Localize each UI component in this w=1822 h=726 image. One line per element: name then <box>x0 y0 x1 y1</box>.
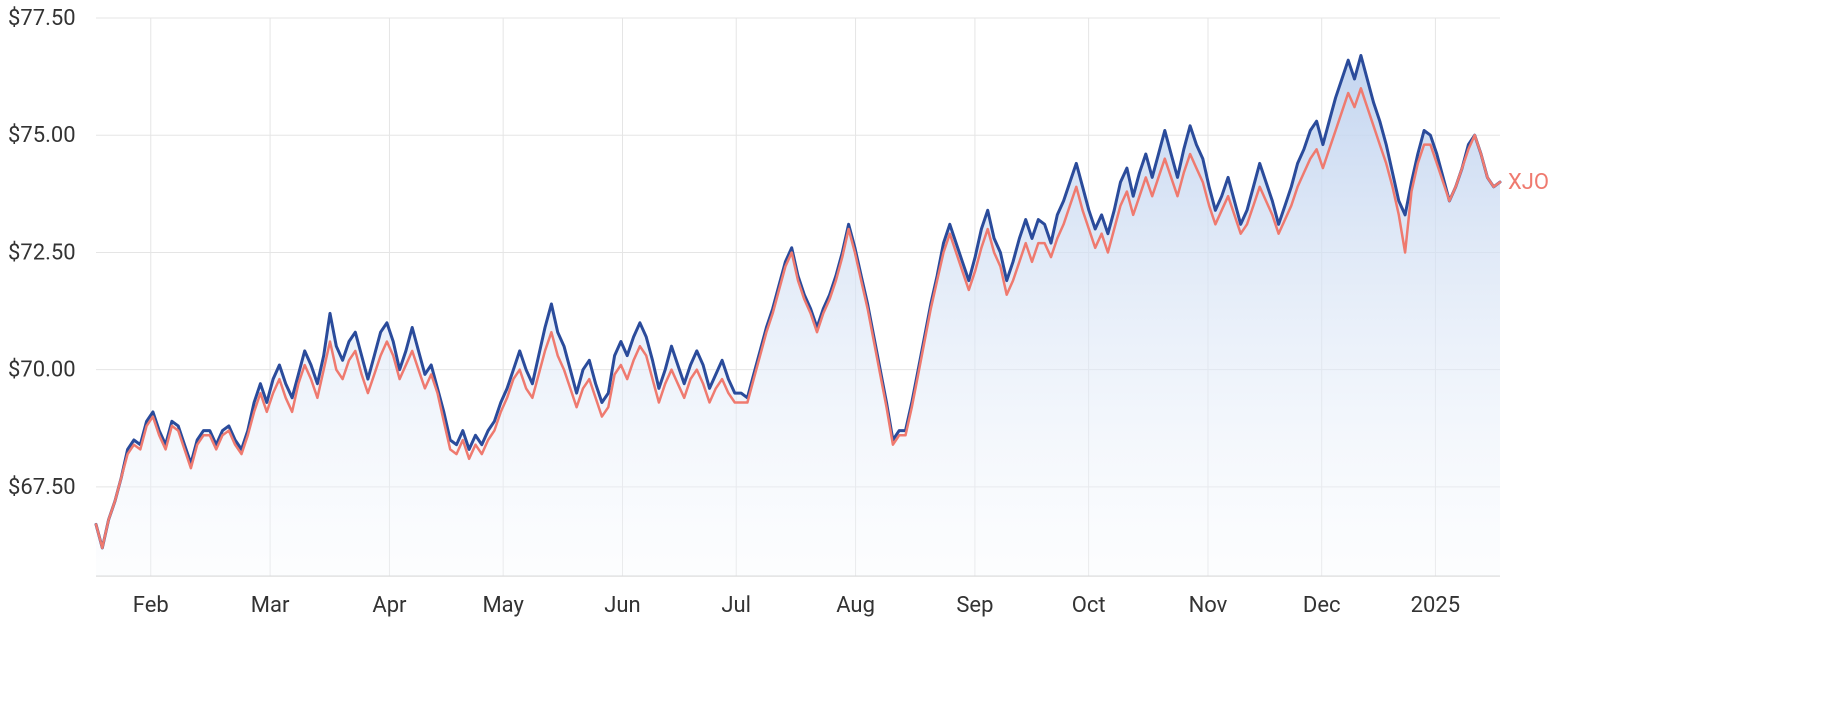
x-axis-label: Nov <box>1189 593 1228 618</box>
y-axis-label: $72.50 <box>8 240 76 265</box>
series-label-XJO: XJO <box>1508 170 1549 195</box>
chart-svg: $67.50 $70.00 $72.50 $75.00 $77.50 Feb Mar Apr M… <box>0 0 1822 726</box>
x-axis-label: Apr <box>372 593 407 618</box>
area-fill-primary <box>96 56 1500 577</box>
x-axis-label: 2025 <box>1411 593 1460 618</box>
x-axis-label: Mar <box>251 593 290 618</box>
x-axis-label: Feb <box>133 593 169 618</box>
x-axis-label: Aug <box>836 593 875 618</box>
x-axis-label: May <box>482 593 524 618</box>
x-axis-label: Dec <box>1303 593 1341 618</box>
x-axis-label: Jul <box>721 593 751 618</box>
x-axis-label: Sep <box>956 593 993 618</box>
y-axis-label: $77.50 <box>8 6 76 31</box>
y-axis-label: $70.00 <box>8 358 76 383</box>
x-axis-label: Oct <box>1072 593 1106 618</box>
y-axis-label: $75.00 <box>8 123 76 148</box>
price-chart: $67.50 $70.00 $72.50 $75.00 $77.50 Feb Mar Apr M… <box>0 0 1822 726</box>
y-axis-label: $67.50 <box>8 475 76 500</box>
x-axis-label: Jun <box>604 593 640 618</box>
